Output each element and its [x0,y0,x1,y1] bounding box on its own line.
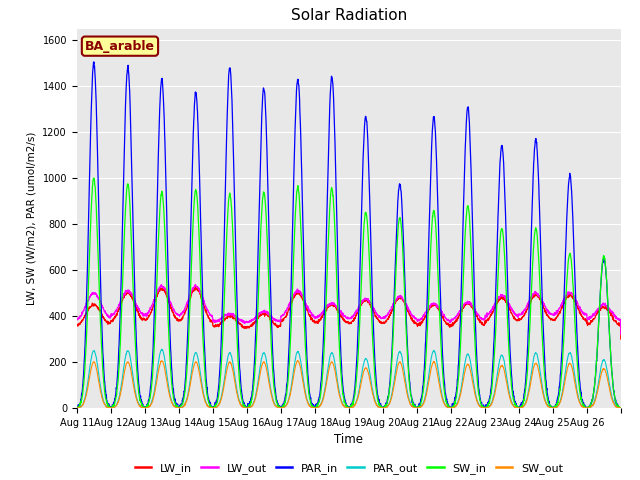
PAR_out [245,405,253,410]
SW_in [617,405,625,410]
SW_in [207,405,215,411]
Text: BA_arable: BA_arable [85,40,155,53]
LW_out [617,332,625,337]
SW_out [244,405,252,410]
Line: SW_out: SW_out [77,360,621,408]
PAR_out [381,405,389,410]
LW_in [543,312,551,318]
LW_in [191,284,199,290]
SW_in [90,175,98,181]
PAR_in [73,405,81,410]
PAR_out [543,402,551,408]
Y-axis label: LW, SW (W/m2), PAR (umol/m2/s): LW, SW (W/m2), PAR (umol/m2/s) [27,132,37,305]
LW_out [73,316,81,322]
PAR_in [275,405,283,411]
SW_out [609,400,617,406]
LW_out [381,313,389,319]
SW_out [617,405,625,411]
SW_out [73,405,81,411]
SW_in [127,236,135,242]
PAR_in [617,405,625,410]
Line: PAR_in: PAR_in [77,62,621,408]
Line: PAR_out: PAR_out [77,349,621,408]
X-axis label: Time: Time [334,433,364,446]
LW_out [609,311,617,316]
PAR_out [158,347,166,352]
PAR_in [382,404,390,409]
LW_out [127,290,135,296]
PAR_out [609,398,617,404]
LW_in [127,294,135,300]
PAR_in [513,404,521,410]
LW_in [513,318,520,324]
LW_in [245,324,253,330]
SW_out [543,403,551,408]
PAR_in [245,402,253,408]
PAR_in [610,387,618,393]
LW_in [617,336,625,342]
LW_in [609,314,617,320]
SW_in [610,387,618,393]
Line: SW_in: SW_in [77,178,621,408]
Line: LW_in: LW_in [77,287,621,339]
LW_out [191,282,199,288]
SW_out [381,405,389,410]
PAR_in [90,59,97,65]
PAR_out [127,360,135,366]
PAR_in [544,392,552,397]
PAR_out [513,405,520,410]
SW_out [513,405,520,410]
SW_in [513,403,521,408]
SW_in [245,404,253,409]
PAR_in [127,148,135,154]
PAR_out [73,405,81,411]
LW_out [543,308,551,313]
SW_out [294,358,301,363]
Line: LW_out: LW_out [77,285,621,335]
LW_in [73,324,81,329]
SW_in [73,405,81,410]
LW_in [381,318,389,324]
SW_in [544,397,552,403]
LW_out [513,312,520,318]
Legend: LW_in, LW_out, PAR_in, PAR_out, SW_in, SW_out: LW_in, LW_out, PAR_in, PAR_out, SW_in, S… [130,458,568,478]
Title: Solar Radiation: Solar Radiation [291,9,407,24]
SW_in [382,403,390,409]
SW_out [127,369,135,375]
LW_out [245,320,253,325]
PAR_out [617,405,625,411]
